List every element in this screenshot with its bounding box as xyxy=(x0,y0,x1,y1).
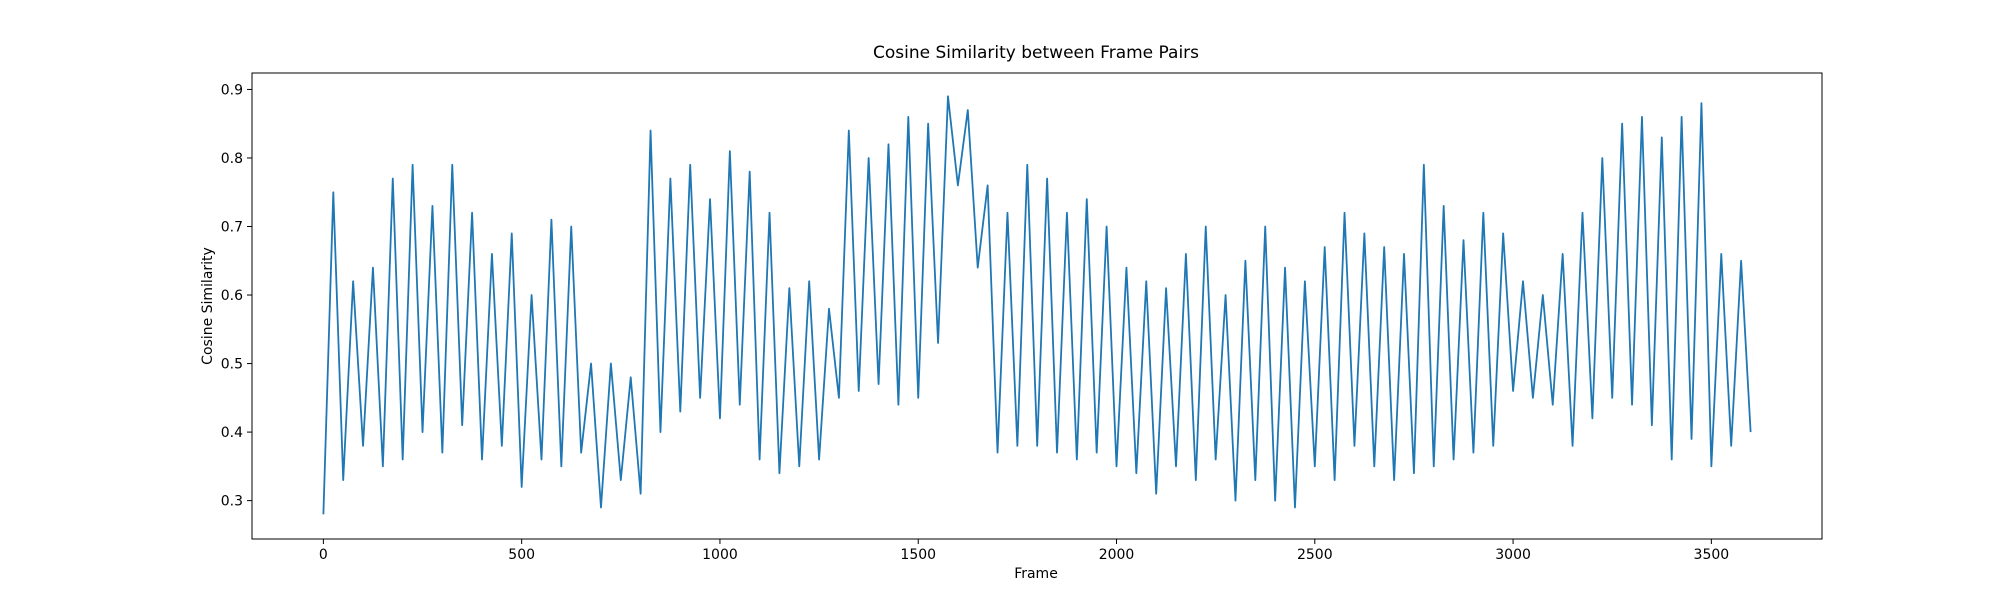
y-tick-label: 0.8 xyxy=(221,151,243,167)
x-tick-label: 3500 xyxy=(1694,547,1730,563)
y-tick-label: 0.7 xyxy=(221,220,243,236)
plot-frame xyxy=(251,72,1823,540)
data-line xyxy=(322,95,1752,515)
y-tick-label: 0.3 xyxy=(221,494,243,510)
y-tick-label: 0.5 xyxy=(221,357,243,373)
y-axis-label: Cosine Similarity xyxy=(200,247,216,365)
x-tick-label: 1500 xyxy=(900,547,936,563)
x-tick-label: 0 xyxy=(319,547,328,563)
y-tick-label: 0.4 xyxy=(221,425,243,441)
x-tick-label: 1000 xyxy=(702,547,738,563)
x-tick-label: 2000 xyxy=(1099,547,1135,563)
y-tick-label: 0.6 xyxy=(221,288,243,304)
x-tick-label: 3000 xyxy=(1495,547,1531,563)
y-tick-label: 0.9 xyxy=(221,82,243,98)
chart-title: Cosine Similarity between Frame Pairs xyxy=(873,43,1199,63)
x-tick-label: 2500 xyxy=(1297,547,1333,563)
x-axis-label: Frame xyxy=(1014,566,1058,582)
x-tick-label: 500 xyxy=(508,547,535,563)
